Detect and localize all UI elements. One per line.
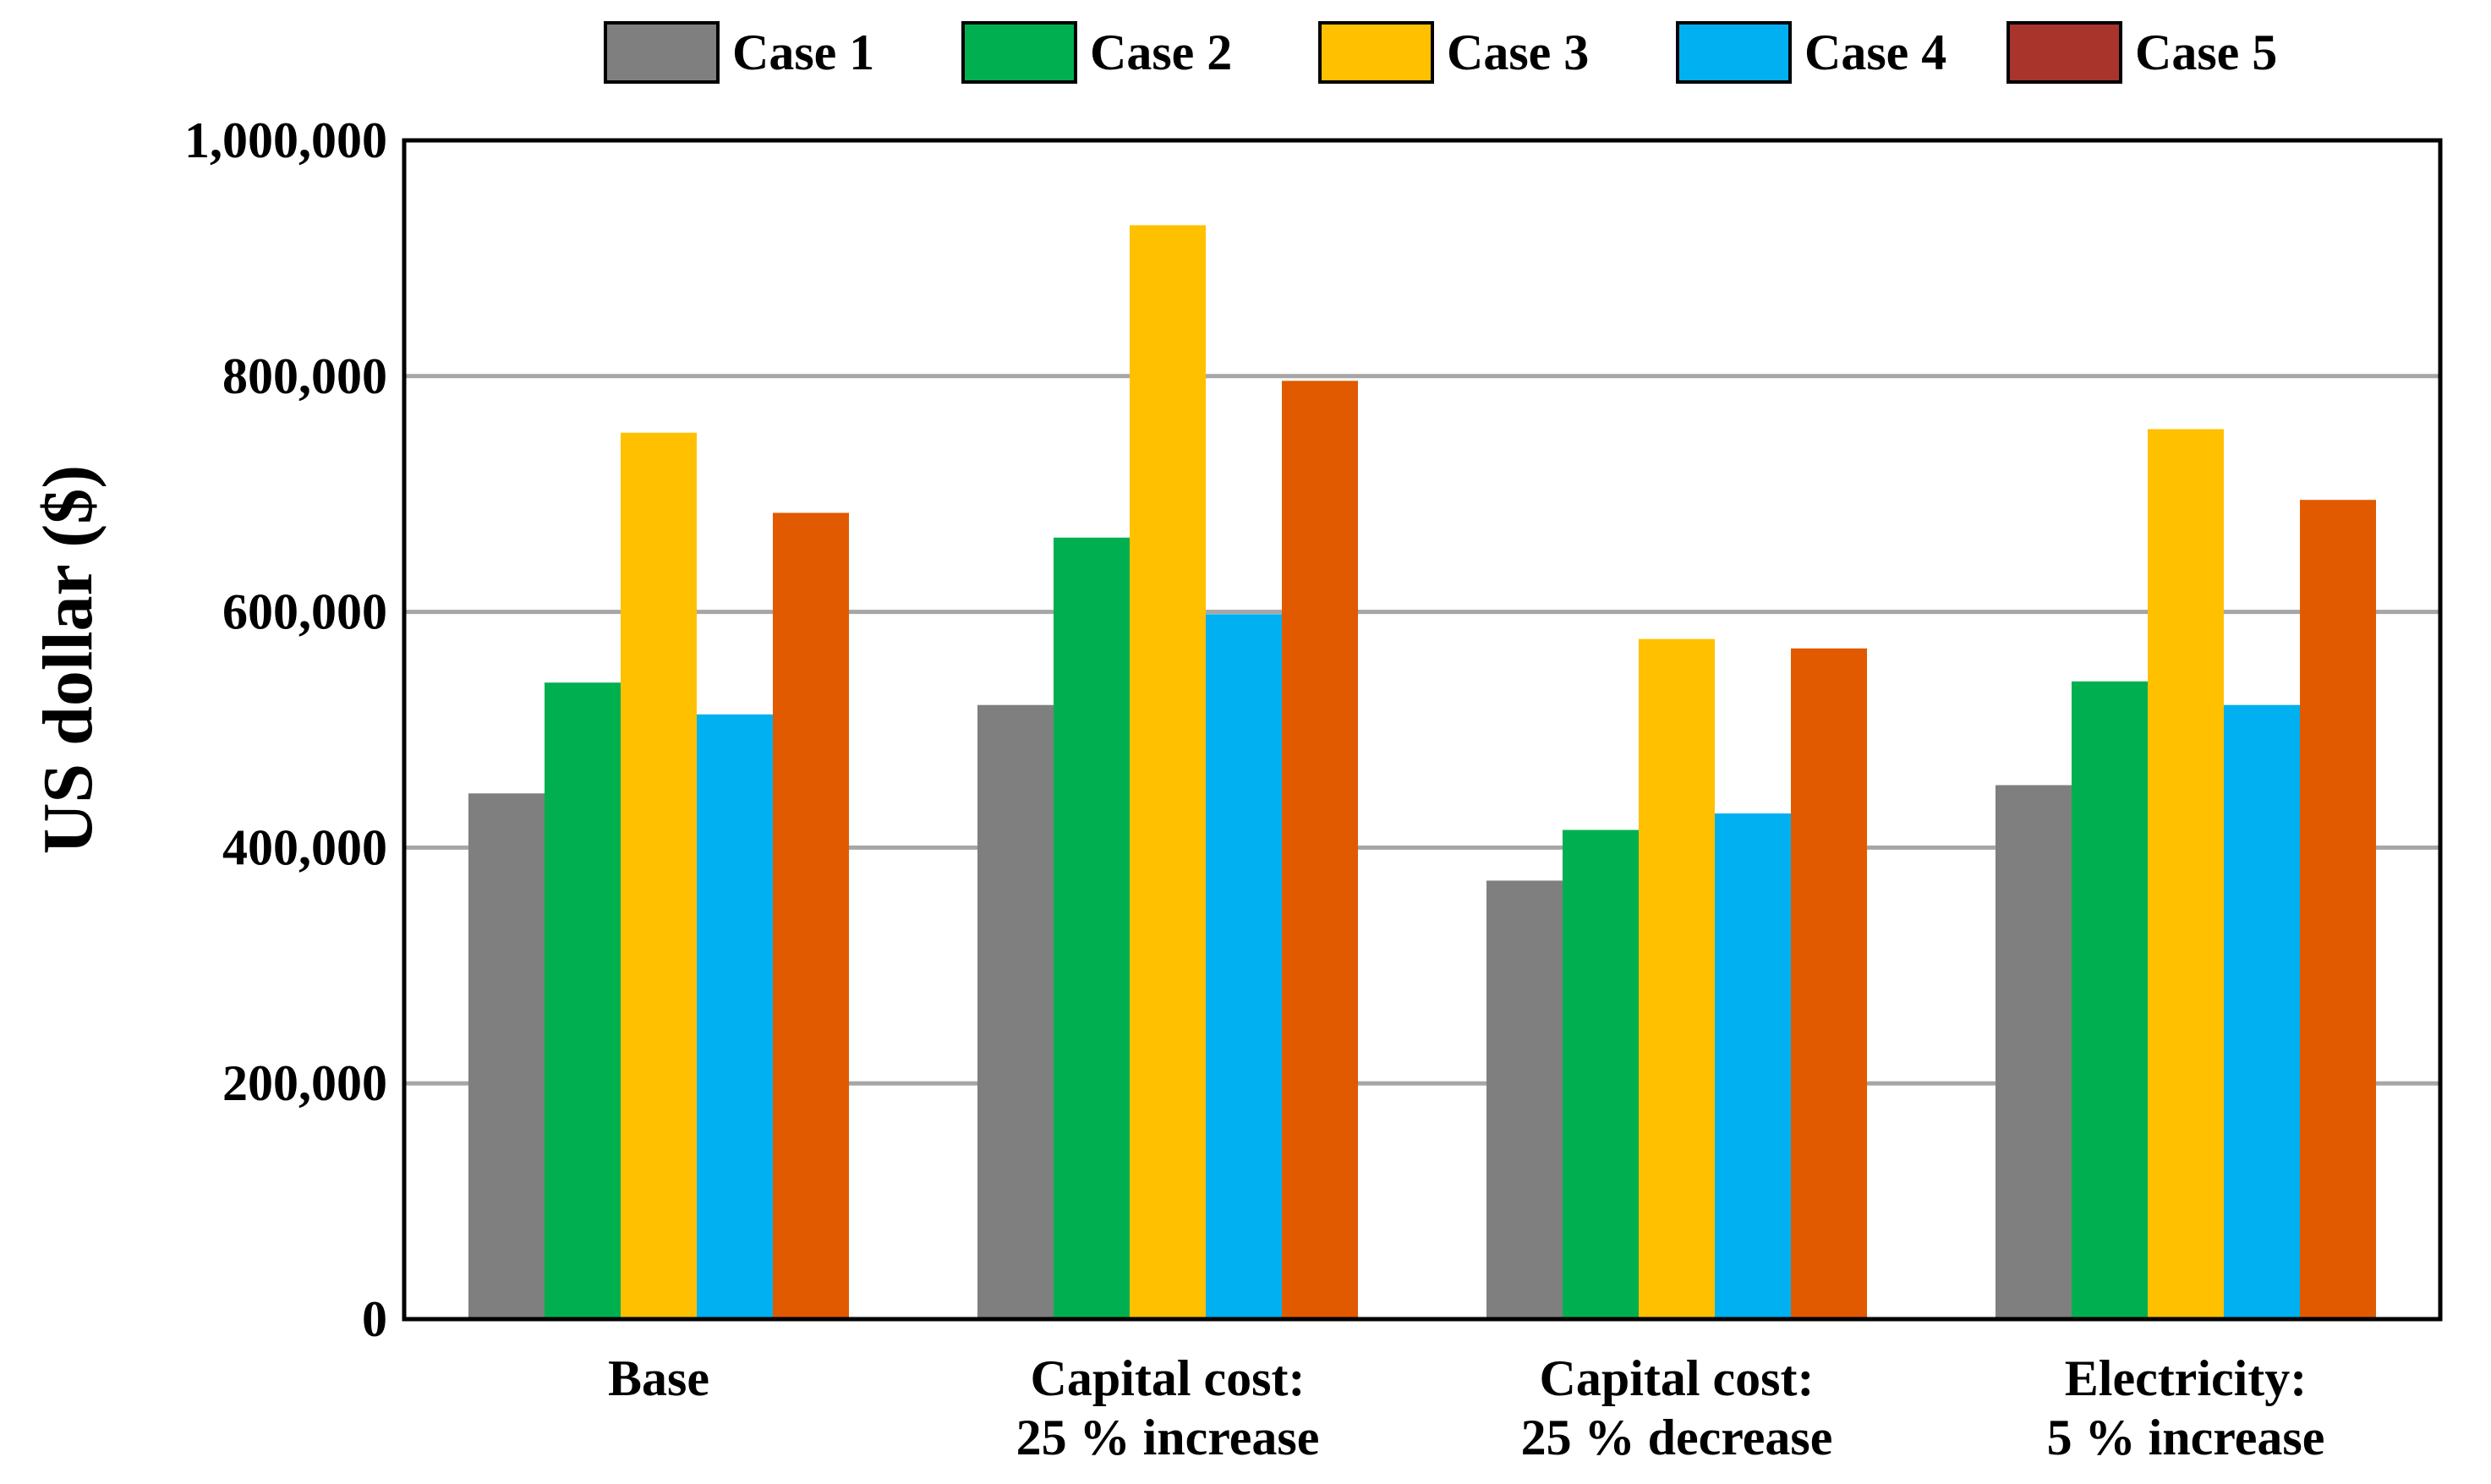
legend-label: Case 5 [2135,25,2277,80]
bar-case-3-cat-2 [1130,225,1206,1319]
legend-swatch [1676,21,1792,84]
bar-case-5-cat-1 [773,512,849,1319]
bar-case-4-cat-1 [697,714,773,1319]
legend-label: Case 1 [732,25,874,80]
y-tick-label: 800,000 [222,348,387,404]
bar-case-3-cat-1 [621,432,697,1319]
y-tick-label: 400,000 [222,819,387,875]
bars [468,225,2376,1320]
legend-label: Case 4 [1804,25,1946,80]
legend-item-case-4: Case 4 [1676,21,1946,84]
legend-item-case-1: Case 1 [604,21,874,84]
bar-case-2-cat-3 [1563,830,1639,1319]
legend: Case 1 Case 2 Case 3 Case 4 Case 5 [604,21,2277,84]
legend-label: Case 3 [1447,25,1589,80]
bar-case-1-cat-3 [1486,880,1563,1319]
bar-case-1-cat-4 [1996,785,2072,1319]
y-axis-label: US dollar ($) [29,465,107,854]
x-category-label: 25 % increase [1016,1410,1320,1465]
bar-case-4-cat-3 [1715,813,1791,1319]
legend-item-case-5: Case 5 [2006,21,2277,84]
bar-case-1-cat-1 [468,793,545,1319]
plot-frame [402,138,2443,1322]
legend-swatch [604,21,720,84]
legend-swatch [1318,21,1434,84]
y-axis-ticks: 0 200,000 400,000 600,000 800,000 1,000,000 [184,112,387,1347]
bar-case-4-cat-4 [2224,704,2300,1319]
y-tick-label: 0 [362,1291,387,1347]
x-category-label: Base [608,1350,709,1406]
bar-case-5-cat-3 [1791,648,1867,1319]
y-tick-label: 1,000,000 [184,112,387,168]
legend-item-case-3: Case 3 [1318,21,1589,84]
y-tick-label: 600,000 [222,584,387,640]
legend-item-case-2: Case 2 [961,21,1232,84]
bar-case-2-cat-4 [2072,681,2148,1319]
legend-swatch [961,21,1077,84]
y-tick-label: 200,000 [222,1055,387,1111]
x-category-label: Capital cost: [1540,1350,1815,1406]
bar-case-2-cat-2 [1054,537,1130,1319]
x-category-label: 25 % decrease [1521,1410,1833,1465]
bar-case-2-cat-1 [545,682,621,1319]
x-category-label: 5 % increase [2047,1410,2325,1465]
bar-case-1-cat-2 [977,704,1054,1319]
legend-swatch [2006,21,2122,84]
bar-case-3-cat-4 [2148,429,2224,1319]
x-category-label: Capital cost: [1031,1350,1306,1406]
bar-case-5-cat-2 [1282,381,1358,1320]
bar-case-3-cat-3 [1639,638,1715,1319]
bar-case-4-cat-2 [1206,614,1282,1319]
x-category-label: Electricity: [2065,1350,2308,1406]
legend-label: Case 2 [1090,25,1232,80]
bar-case-5-cat-4 [2300,500,2376,1319]
